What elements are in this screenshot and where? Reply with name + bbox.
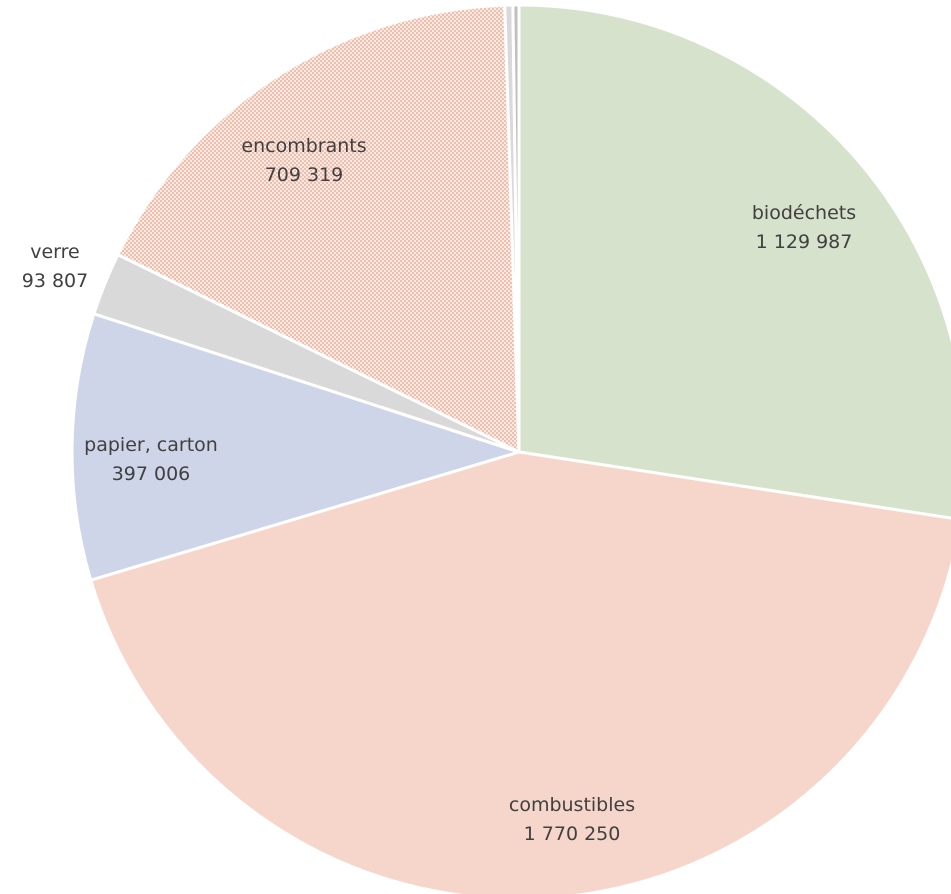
slice-label-verre: verre (30, 241, 80, 263)
pie-slice-other-6 (511, 3, 521, 454)
slice-label-combustibles: combustibles (509, 794, 635, 816)
pie-slices (70, 3, 951, 894)
slice-label-encombrants: encombrants (241, 135, 366, 157)
slice-label-papier-carton: papier, carton (84, 434, 218, 456)
pie-labels: biodéchets 1 129 987 combustibles 1 770 … (22, 135, 856, 845)
slice-value-papier-carton: 397 006 (112, 463, 191, 485)
slice-value-encombrants: 709 319 (265, 164, 344, 186)
slice-value-verre: 93 807 (22, 270, 88, 292)
pie-slice-biod-chets (517, 3, 951, 520)
slice-value-biodechets: 1 129 987 (756, 231, 853, 253)
pie-slice-combustibles (89, 450, 951, 894)
pie-slice-encombrants (116, 3, 521, 454)
slice-label-biodechets: biodéchets (752, 202, 856, 224)
slice-value-combustibles: 1 770 250 (524, 823, 621, 845)
pie-slice-papier-carton (70, 312, 521, 582)
